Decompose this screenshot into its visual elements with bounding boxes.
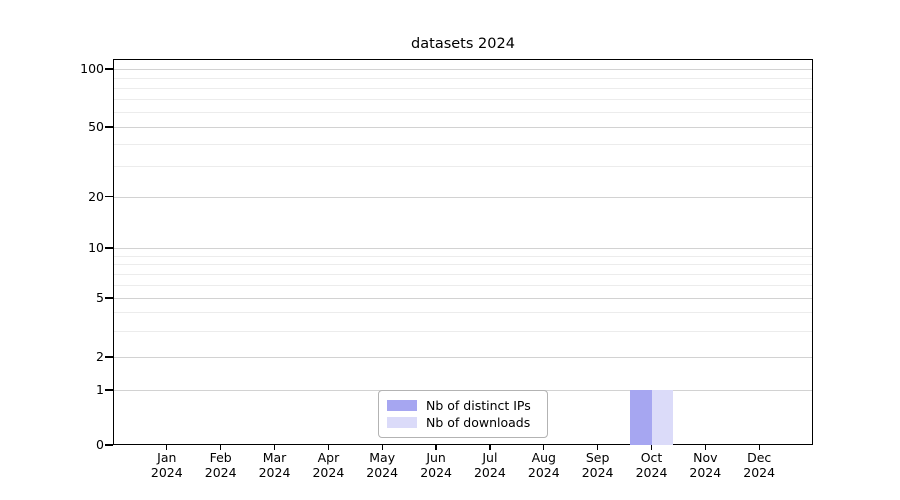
y-minor-gridline (114, 87, 812, 89)
x-tick-label: Sep 2024 (581, 450, 614, 480)
y-tick-label: 2 (96, 349, 104, 364)
x-tick-label: Nov 2024 (689, 450, 722, 480)
y-tick (105, 68, 113, 70)
y-tick (105, 444, 113, 446)
y-minor-gridline (114, 264, 812, 266)
bar-distinct-ips (630, 390, 652, 445)
x-tick-label: Dec 2024 (743, 450, 776, 480)
y-tick (105, 356, 113, 358)
x-tick (704, 445, 706, 450)
y-tick-label: 5 (96, 290, 104, 305)
y-tick-label: 0 (96, 437, 104, 452)
y-tick (105, 389, 113, 391)
x-tick (435, 445, 437, 450)
x-tick (220, 445, 222, 450)
x-tick (650, 445, 653, 450)
x-tick (166, 445, 168, 450)
plot-border (113, 59, 813, 445)
legend: Nb of distinct IPs Nb of downloads (378, 390, 548, 438)
x-tick-label: Jun 2024 (420, 450, 452, 480)
x-tick (596, 445, 599, 450)
x-tick-label: Jul 2024 (473, 450, 506, 480)
y-minor-gridline (114, 284, 812, 286)
y-tick (105, 297, 113, 299)
y-tick (105, 195, 113, 198)
x-tick (381, 445, 383, 450)
legend-swatch-downloads (387, 417, 417, 428)
y-tick-label: 10 (88, 240, 104, 255)
legend-label-distinct-ips: Nb of distinct IPs (426, 398, 531, 413)
y-minor-gridline (114, 143, 812, 145)
y-minor-gridline (114, 330, 812, 332)
x-tick-label: Oct 2024 (635, 450, 668, 480)
bar-downloads (651, 390, 673, 445)
chart-title: datasets 2024 (411, 36, 515, 52)
y-tick-label: 1 (96, 382, 104, 397)
y-tick-label: 50 (88, 119, 104, 134)
x-tick-label: May 2024 (366, 450, 399, 480)
legend-label-downloads: Nb of downloads (426, 415, 531, 430)
y-gridline (114, 69, 812, 70)
y-gridline (114, 298, 812, 299)
y-tick (105, 247, 113, 249)
y-minor-gridline (114, 77, 812, 79)
x-tick-label: Apr 2024 (312, 450, 345, 480)
y-gridline (114, 196, 812, 198)
legend-swatch-distinct-ips (387, 400, 417, 411)
y-gridline (114, 127, 812, 128)
y-minor-gridline (114, 273, 812, 275)
x-tick (327, 445, 330, 450)
y-tick-label: 100 (80, 61, 104, 76)
y-minor-gridline (114, 98, 812, 100)
x-tick (273, 445, 276, 450)
y-minor-gridline (114, 312, 812, 314)
x-tick (758, 445, 760, 450)
x-tick-label: Mar 2024 (258, 450, 291, 480)
legend-item-downloads: Nb of downloads (387, 414, 539, 431)
x-tick (543, 445, 545, 450)
x-tick-label: Feb 2024 (204, 450, 237, 480)
y-minor-gridline (114, 255, 812, 257)
y-minor-gridline (114, 165, 812, 167)
x-tick-label: Jan 2024 (150, 450, 183, 480)
y-minor-gridline (114, 111, 812, 113)
x-tick-label: Aug 2024 (527, 450, 560, 480)
y-gridline (114, 248, 812, 249)
y-gridline (114, 357, 812, 358)
legend-item-distinct-ips: Nb of distinct IPs (387, 397, 539, 414)
x-tick (489, 445, 491, 450)
y-tick (105, 126, 113, 128)
y-tick-label: 20 (88, 188, 104, 204)
